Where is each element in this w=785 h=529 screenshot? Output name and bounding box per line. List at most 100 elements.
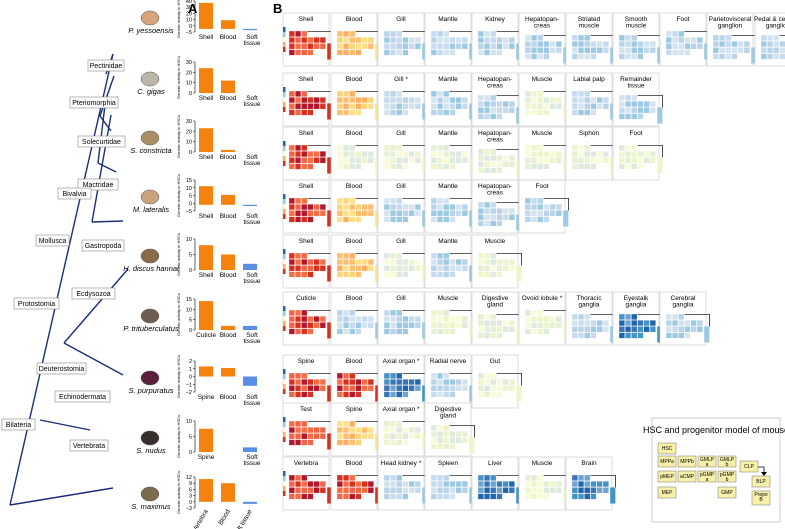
heatmap-cell [537, 309, 544, 316]
heatmap-cell [443, 97, 450, 104]
heatmap-cell [396, 481, 403, 488]
heatmap-cell [449, 487, 456, 494]
heatmap-cell [461, 97, 468, 104]
heatmap-cell [396, 265, 403, 272]
heatmap-cell [390, 433, 397, 440]
heatmap-cell [307, 103, 314, 110]
heatmap-cell [578, 90, 585, 97]
heatmap-cell [383, 90, 390, 97]
heatmap-cell [477, 107, 484, 114]
y-tick-label: 6 [189, 487, 192, 493]
heatmap-cell [319, 259, 326, 266]
legend-cell [657, 470, 677, 483]
heatmap-cell [295, 163, 302, 170]
heatmap-cell [336, 391, 343, 398]
heatmap-cell [390, 372, 397, 379]
heatmap-cell [355, 379, 362, 386]
heatmap-cell [590, 487, 597, 494]
heatmap-cell [490, 326, 497, 333]
heatmap-cell [355, 391, 362, 398]
heatmap-cell [484, 161, 491, 168]
heatmap-cell [484, 167, 491, 174]
heatmap-cell [484, 271, 491, 278]
heatmap-cell [361, 204, 368, 211]
y-tick-label: 10 [186, 419, 192, 425]
heatmap-cell [443, 487, 450, 494]
heatmap-cell [584, 493, 591, 500]
heatmap-cell [355, 49, 362, 56]
heatmap-cell [484, 155, 491, 162]
category-label-line: Soft [246, 95, 258, 102]
heatmap-row: Shell Blood Gill Mantle Hepatopan-creasMuscl… [282, 126, 663, 181]
bar [199, 2, 213, 29]
heatmap-cell [524, 109, 531, 116]
heatmap-cell [349, 103, 356, 110]
heatmap-cell [408, 103, 415, 110]
tissue-heatmap: Striated muscle [565, 12, 616, 67]
y-tick-label: 0 [189, 150, 192, 156]
heatmap-cell [461, 265, 468, 272]
heatmap-cell [665, 313, 672, 320]
heatmap-cell [313, 385, 320, 392]
heatmap-cell [571, 144, 578, 151]
heatmap-cell [449, 316, 456, 323]
heatmap-cell [288, 157, 295, 164]
category-label-line: tissue [244, 219, 261, 226]
heatmap-cell [637, 107, 644, 114]
heatmap-cell [288, 271, 295, 278]
heatmap-cell [288, 420, 295, 427]
tissue-heatmap: Labial palp [565, 72, 616, 127]
heatmap-cell [343, 487, 350, 494]
y-tick-label: −3 [186, 506, 192, 512]
heatmap-cell [288, 481, 295, 488]
heatmap-cell [430, 90, 437, 97]
heatmap-cell [288, 391, 295, 398]
heatmap-cell [543, 204, 550, 211]
heatmap-cell [712, 53, 719, 60]
heatmap-cell [402, 49, 409, 56]
heatmap-cell [355, 481, 362, 488]
heatmap-cell [361, 259, 368, 266]
heatmap-cell [443, 103, 450, 110]
heatmap-cell [307, 97, 314, 104]
heatmap-cell [430, 322, 437, 329]
legend-cell-label: GMLP b [720, 457, 735, 468]
heatmap-cell [327, 433, 333, 450]
heatmap-cell [383, 204, 390, 211]
heatmap-cell [712, 41, 719, 48]
tissue-label: Hepatopan-creas [478, 76, 512, 90]
heatmap-cell [336, 372, 343, 379]
category-label: Soft tissue [244, 394, 261, 407]
heatmap-cell [524, 493, 531, 500]
tissue-heatmap: Axial organ * [377, 354, 428, 409]
heatmap-cell [313, 97, 320, 104]
heatmap-cell [455, 481, 462, 488]
heatmap-cell [301, 391, 308, 398]
heatmap-cell [367, 487, 374, 494]
heatmap-cell [543, 216, 550, 223]
heatmap-cell [631, 326, 638, 333]
tree-node-label: Bilateria [6, 422, 31, 429]
species-icon-shape [140, 308, 160, 324]
tissue-label: Hepatopan-creas [525, 16, 559, 30]
heatmap-cell [301, 49, 308, 56]
color-scale-step [283, 384, 286, 389]
legend-cell [697, 470, 717, 483]
heatmap-cell [477, 167, 484, 174]
heatmap-cell [508, 101, 515, 108]
heatmap-cell [704, 326, 710, 343]
heatmap-cell [390, 439, 397, 446]
heatmap-cell [461, 103, 468, 110]
tissue-label: Parietovisceral ganglion [709, 16, 752, 30]
heatmap-cell [430, 385, 437, 392]
heatmap-cell [443, 372, 450, 379]
heatmap-cell [779, 53, 785, 60]
tissue-heatmap: Shell [282, 126, 333, 181]
heatmap-cell [719, 53, 726, 60]
heatmap-cell [301, 474, 308, 481]
heatmap-cell [477, 372, 484, 379]
heatmap-cell [590, 332, 597, 339]
color-scale [283, 306, 286, 331]
heatmap-cell [449, 493, 456, 500]
